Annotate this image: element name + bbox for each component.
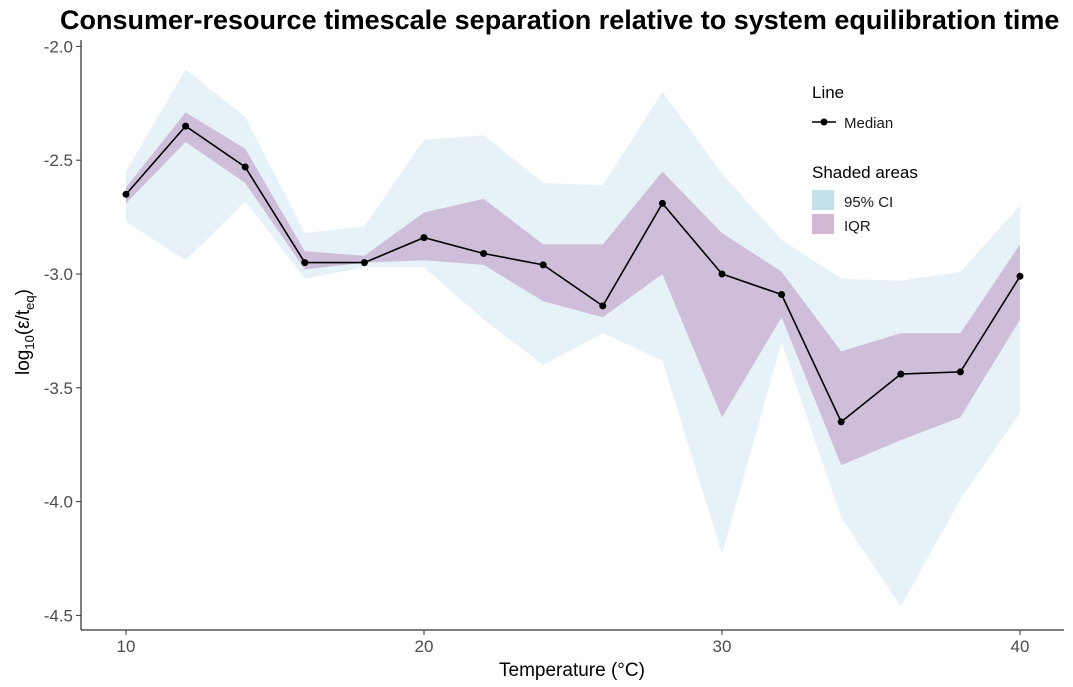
median-point	[956, 368, 964, 376]
median-point	[897, 370, 905, 378]
median-point	[122, 190, 130, 198]
median-point	[1016, 272, 1024, 280]
x-tick-label: 20	[415, 637, 434, 656]
median-series	[122, 122, 1024, 426]
median-point	[480, 250, 488, 257]
y-tick-label: -3.0	[44, 265, 73, 284]
legend-median-swatch-point	[820, 118, 828, 126]
x-axis-title: Temperature (°C)	[499, 660, 645, 681]
legend: Line Median Shaded areas 95% CI IQR	[812, 83, 918, 235]
median-point	[658, 199, 666, 207]
median-point	[718, 270, 726, 278]
legend-ci-label: 95% CI	[844, 194, 893, 211]
x-tick-label: 40	[1011, 637, 1030, 656]
legend-ci-swatch	[812, 190, 834, 210]
y-axis-title: log10(ε/teq)	[13, 289, 37, 375]
y-tick-label: -2.0	[44, 37, 73, 56]
median-point	[241, 163, 249, 171]
median-point	[360, 259, 368, 267]
y-tick-label: -2.5	[44, 151, 73, 170]
y-tick-label: -4.5	[44, 606, 73, 625]
y-axis-ticks: -2.0 -2.5 -3.0 -3.5 -4.0 -4.5	[44, 37, 81, 625]
median-point	[778, 291, 786, 298]
x-tick-label: 10	[117, 637, 136, 656]
chart-title: Consumer-resource timescale separation r…	[60, 5, 1059, 35]
x-axis-ticks: 10 20 30 40	[117, 630, 1030, 656]
iqr-band	[126, 112, 1020, 466]
median-point	[420, 234, 428, 242]
legend-line-title: Line	[812, 83, 844, 102]
y-tick-label: -3.5	[44, 379, 73, 398]
legend-iqr-swatch	[812, 214, 834, 234]
median-point	[539, 261, 547, 269]
median-line	[125, 125, 1021, 424]
median-point	[182, 122, 190, 130]
legend-shade-title: Shaded areas	[812, 163, 918, 182]
shaded-bands	[126, 69, 1020, 607]
legend-iqr-label: IQR	[844, 218, 871, 235]
median-point	[301, 259, 309, 267]
median-point	[599, 302, 607, 310]
ci95-band	[126, 69, 1020, 607]
legend-median-label: Median	[844, 115, 893, 132]
y-tick-label: -4.0	[44, 493, 73, 512]
median-point	[837, 418, 845, 426]
x-tick-label: 30	[713, 637, 732, 656]
